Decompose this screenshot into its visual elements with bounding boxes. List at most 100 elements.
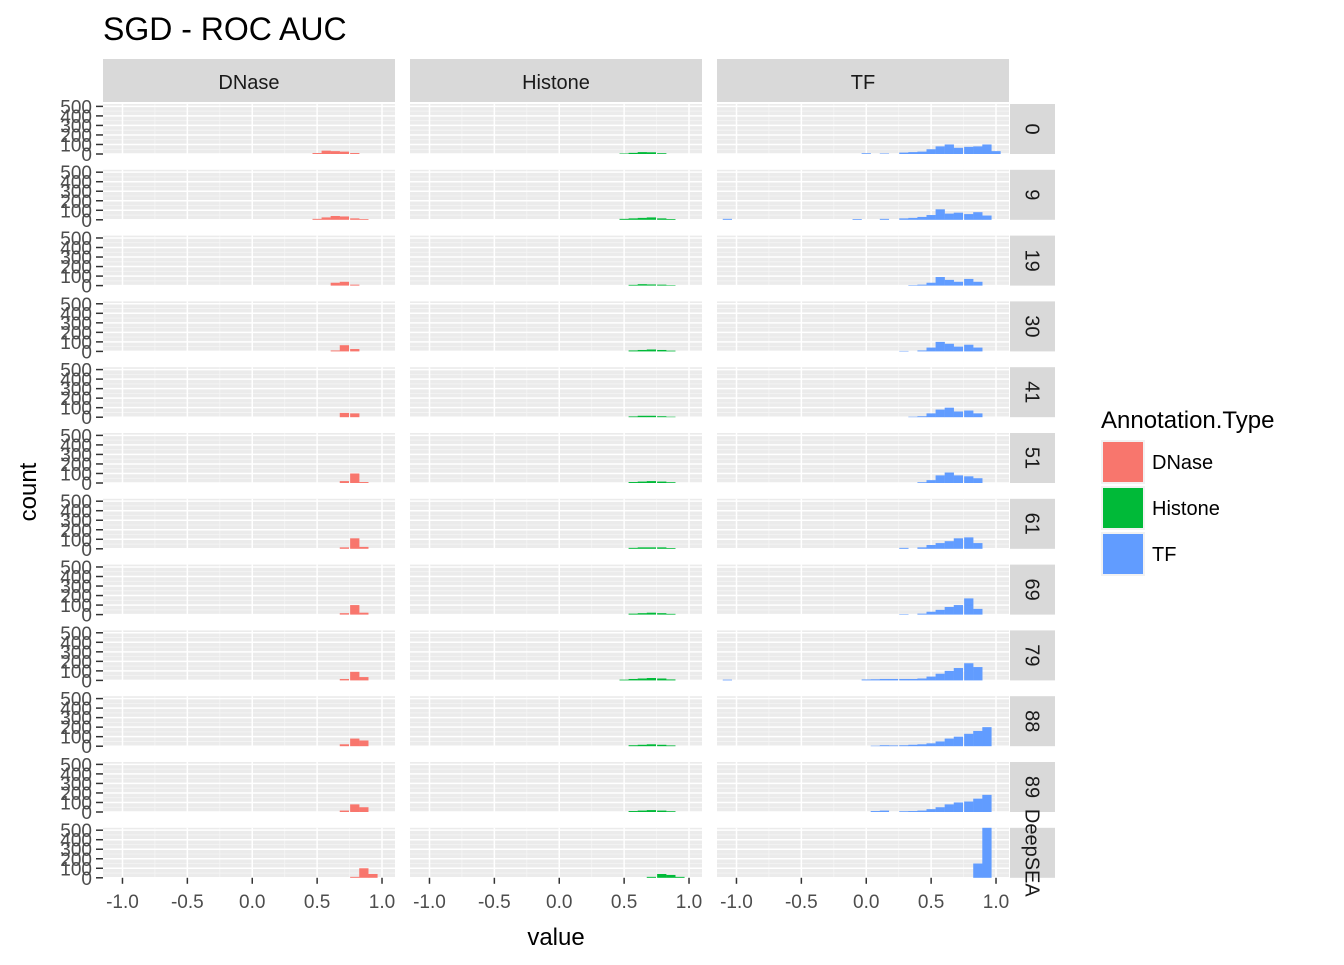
legend-swatch bbox=[1103, 442, 1143, 482]
histogram-bar bbox=[657, 285, 666, 286]
histogram-bar bbox=[954, 213, 963, 220]
histogram-bar bbox=[917, 152, 926, 154]
histogram-bar bbox=[973, 799, 982, 812]
histogram-bar bbox=[973, 146, 982, 154]
histogram-bar bbox=[853, 219, 862, 220]
histogram-bar bbox=[917, 678, 926, 680]
row-strip-label: 30 bbox=[1021, 315, 1043, 337]
histogram-bar bbox=[954, 668, 963, 680]
histogram-bar bbox=[927, 413, 936, 417]
histogram-bar bbox=[889, 679, 898, 680]
histogram-bar bbox=[908, 745, 917, 746]
histogram-bar bbox=[936, 741, 945, 746]
x-tick-label: -1.0 bbox=[413, 892, 446, 913]
histogram-bar bbox=[647, 416, 656, 417]
histogram-bar bbox=[927, 283, 936, 286]
histogram-bar bbox=[927, 215, 936, 220]
histogram-bar bbox=[657, 482, 666, 483]
histogram-bar bbox=[638, 678, 647, 680]
histogram-bar bbox=[936, 146, 945, 154]
histogram-bar bbox=[657, 416, 666, 417]
histogram-bar bbox=[936, 807, 945, 812]
histogram-bar bbox=[657, 218, 666, 219]
y-tick-label: 500 bbox=[60, 295, 92, 316]
histogram-bar bbox=[350, 285, 359, 286]
histogram-bar bbox=[973, 282, 982, 286]
x-axis-label: value bbox=[527, 924, 584, 951]
row-strip-label: DeepSEA bbox=[1021, 809, 1043, 897]
histogram-bar bbox=[647, 877, 656, 878]
histogram-bar bbox=[982, 216, 991, 220]
histogram-bar bbox=[964, 598, 973, 614]
histogram-bar bbox=[638, 218, 647, 220]
histogram-bar bbox=[350, 218, 359, 219]
histogram-bar bbox=[322, 217, 331, 219]
histogram-bar bbox=[917, 547, 926, 548]
histogram-bar bbox=[359, 547, 368, 549]
histogram-bar bbox=[954, 538, 963, 548]
row-strip-label: 79 bbox=[1021, 644, 1043, 666]
histogram-bar bbox=[340, 345, 349, 351]
legend-label: TF bbox=[1152, 544, 1176, 566]
chart-title: SGD - ROC AUC bbox=[103, 11, 347, 47]
histogram-bar bbox=[359, 677, 368, 680]
y-tick-label: 500 bbox=[60, 229, 92, 250]
histogram-bar bbox=[954, 802, 963, 812]
histogram-bar bbox=[359, 219, 368, 220]
histogram-bar bbox=[945, 214, 954, 220]
y-axis-label: count bbox=[15, 462, 42, 521]
histogram-bar bbox=[964, 147, 973, 154]
histogram-bar bbox=[350, 739, 359, 747]
histogram-bar bbox=[908, 218, 917, 220]
histogram-bar bbox=[973, 478, 982, 483]
y-tick-label: 500 bbox=[60, 426, 92, 447]
histogram-bar bbox=[880, 811, 889, 812]
histogram-bar bbox=[340, 152, 349, 154]
histogram-bar bbox=[982, 795, 991, 812]
histogram-bar bbox=[936, 342, 945, 352]
histogram-bar bbox=[657, 350, 666, 351]
histogram-bar bbox=[647, 217, 656, 219]
histogram-bar bbox=[350, 877, 359, 878]
y-tick-label: 500 bbox=[60, 821, 92, 842]
histogram-bar bbox=[945, 473, 954, 483]
histogram-bar bbox=[964, 411, 973, 418]
histogram-bar bbox=[908, 811, 917, 812]
y-tick-label: 500 bbox=[60, 492, 92, 513]
histogram-bar bbox=[629, 482, 638, 483]
histogram-bar bbox=[917, 482, 926, 483]
histogram-bar bbox=[629, 745, 638, 746]
histogram-bar bbox=[350, 804, 359, 812]
histogram-bar bbox=[359, 613, 368, 615]
histogram-bar bbox=[973, 731, 982, 746]
histogram-bar bbox=[917, 285, 926, 286]
histogram-bar bbox=[340, 679, 349, 680]
histogram-bar bbox=[313, 153, 322, 154]
histogram-bar bbox=[638, 482, 647, 483]
histogram-bar bbox=[899, 811, 908, 812]
legend-label: Histone bbox=[1152, 498, 1220, 520]
histogram-bar bbox=[917, 614, 926, 615]
histogram-bar bbox=[638, 350, 647, 351]
histogram-bar bbox=[880, 219, 889, 220]
histogram-bar bbox=[647, 284, 656, 285]
histogram-bar bbox=[350, 605, 359, 615]
row-strip-label: 51 bbox=[1021, 447, 1043, 469]
histogram-bar bbox=[945, 671, 954, 681]
histogram-bar bbox=[620, 680, 629, 681]
x-tick-label: -0.5 bbox=[171, 892, 204, 913]
histogram-bar bbox=[629, 679, 638, 680]
histogram-bar bbox=[666, 351, 675, 352]
histogram-bar bbox=[629, 614, 638, 615]
histogram-bar bbox=[629, 416, 638, 417]
histogram-bar bbox=[954, 605, 963, 615]
row-strip-label: 89 bbox=[1021, 776, 1043, 798]
histogram-bar bbox=[954, 282, 963, 286]
histogram-bar bbox=[657, 678, 666, 680]
histogram-bar bbox=[629, 218, 638, 219]
histogram-bar bbox=[945, 144, 954, 154]
histogram-bar bbox=[666, 548, 675, 549]
histogram-bar bbox=[964, 476, 973, 483]
x-tick-label: 0.0 bbox=[853, 892, 879, 913]
histogram-bar bbox=[964, 734, 973, 746]
